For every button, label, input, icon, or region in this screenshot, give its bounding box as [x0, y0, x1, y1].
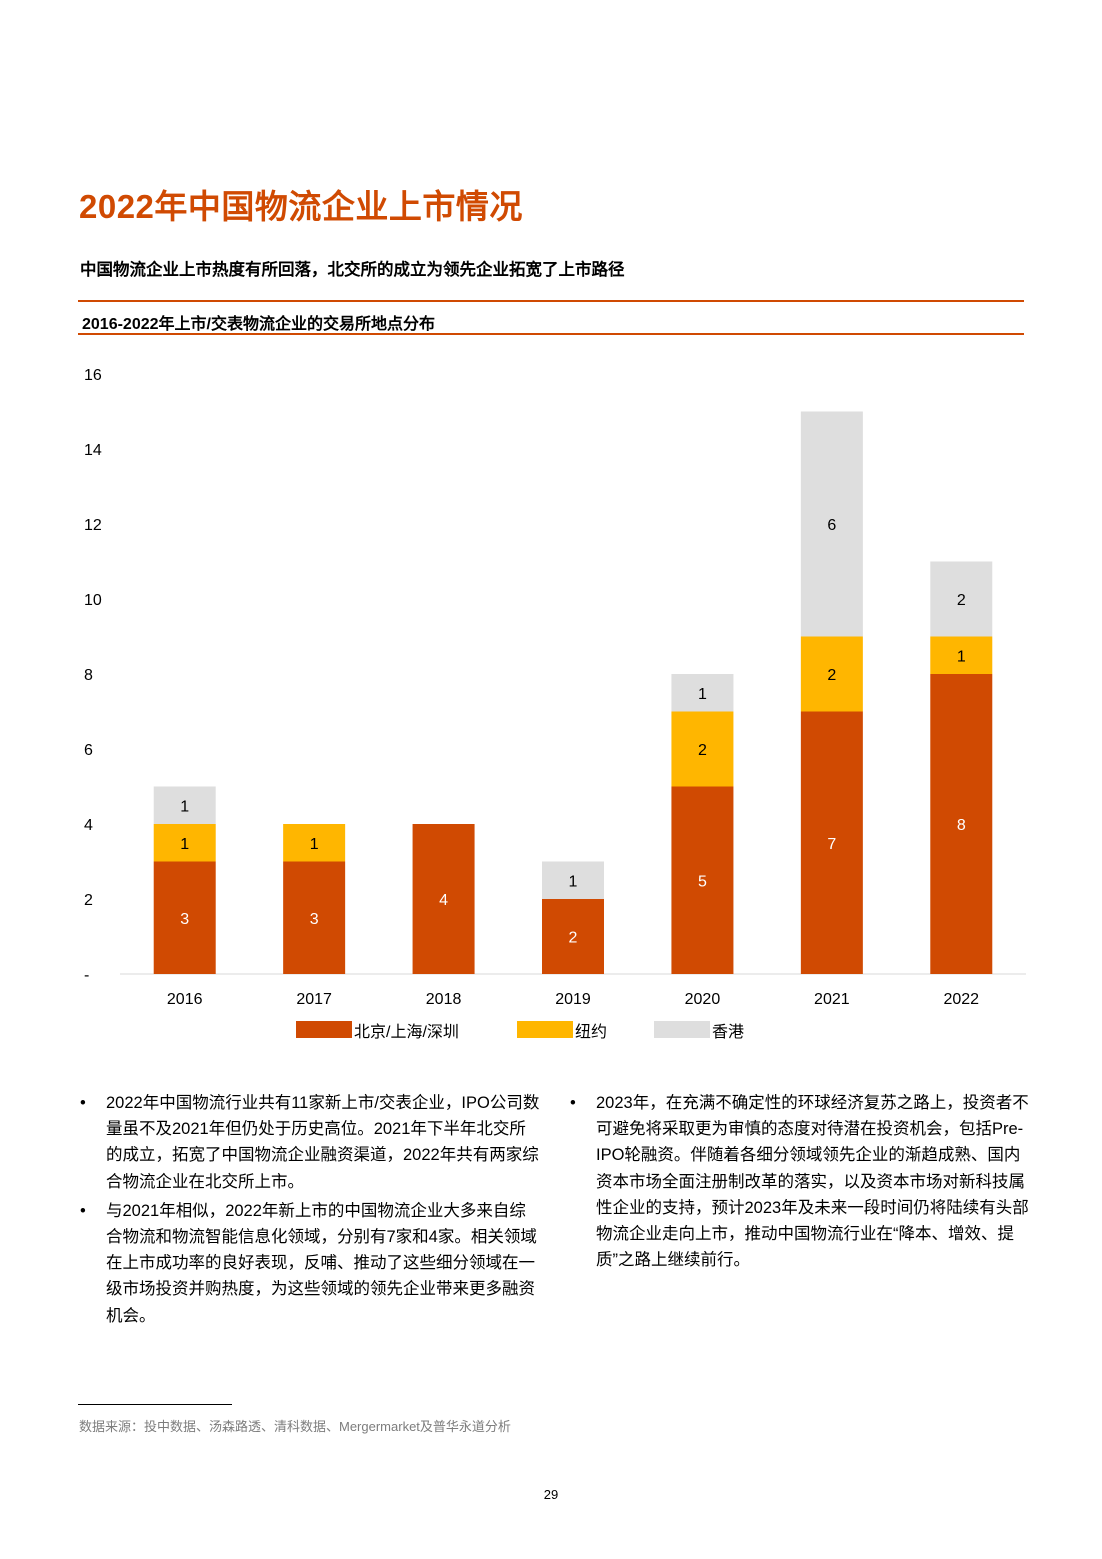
data-label: 1 [957, 648, 966, 665]
bar-segment [542, 861, 604, 899]
bar-segment [153, 786, 216, 824]
legend-label: 纽约 [575, 1023, 607, 1041]
bullet-dot-icon: • [570, 1094, 576, 1112]
y-tick-label: 10 [84, 592, 102, 609]
bullet-text: 2022年中国物流行业共有11家新上市/交表企业，IPO公司数量虽不及2021年… [106, 1094, 540, 1191]
legend-label: 北京/上海/深圳 [354, 1023, 459, 1041]
bullet-item: • 与2021年相似，2022年新上市的中国物流企业大多来自综合物流和物流智能信息… [80, 1198, 542, 1329]
data-label: 2 [827, 667, 836, 684]
y-tick-label: 16 [84, 367, 102, 384]
bar-segment [412, 824, 475, 974]
page-subtitle: 中国物流企业上市热度有所回落，北交所的成立为领先企业拓宽了上市路径 [80, 261, 625, 279]
data-label: 3 [180, 911, 189, 928]
x-tick-label: 2017 [296, 991, 332, 1008]
data-label: 3 [310, 911, 319, 928]
bullet-dot-icon: • [80, 1094, 86, 1112]
legend-swatch [654, 1021, 710, 1038]
bar-segment [671, 786, 734, 974]
y-tick-label: 2 [84, 892, 93, 909]
x-tick-label: 2022 [943, 991, 979, 1008]
footnote-source: 数据来源：投中数据、汤森路透、清科数据、Mergermarket及普华永道分析 [79, 1419, 511, 1434]
right-bullet-list: • 2023年，在充满不确定性的环球经济复苏之路上，投资者不可避免将采取更为审慎的… [570, 1090, 1032, 1273]
data-label: 1 [180, 798, 189, 815]
data-label: 2 [698, 742, 707, 759]
y-tick-label: - [84, 967, 89, 984]
left-text-column: • 2022年中国物流行业共有11家新上市/交表企业，IPO公司数量虽不及2021… [80, 1090, 542, 1332]
footnote-rule [78, 1404, 232, 1405]
bullet-item: • 2022年中国物流行业共有11家新上市/交表企业，IPO公司数量虽不及2021… [80, 1090, 542, 1195]
legend-swatch [517, 1021, 573, 1038]
bar-segment [671, 674, 734, 712]
y-tick-label: 4 [84, 817, 93, 834]
data-label: 1 [569, 873, 578, 890]
data-label: 7 [827, 836, 836, 853]
data-label: 8 [957, 817, 966, 834]
y-tick-label: 8 [84, 667, 93, 684]
legend-swatch [296, 1021, 352, 1038]
x-tick-label: 2020 [685, 991, 721, 1008]
data-label: 1 [310, 836, 319, 853]
right-text-column: • 2023年，在充满不确定性的环球经济复苏之路上，投资者不可避免将采取更为审慎的… [570, 1090, 1032, 1276]
legend-label: 香港 [712, 1023, 744, 1041]
data-label: 4 [439, 892, 448, 909]
y-tick-label: 14 [84, 442, 102, 459]
bar-segment [930, 561, 993, 637]
bar-segment [800, 411, 863, 637]
data-label: 1 [698, 686, 707, 703]
x-tick-label: 2021 [814, 991, 850, 1008]
data-label: 5 [698, 873, 707, 890]
bar-segment [153, 861, 216, 974]
left-bullet-list: • 2022年中国物流行业共有11家新上市/交表企业，IPO公司数量虽不及2021… [80, 1090, 542, 1329]
bar-segment [542, 899, 604, 974]
bar-segment [283, 824, 346, 862]
page-title: 2022年中国物流企业上市情况 [79, 188, 523, 225]
page-number: 29 [543, 1487, 559, 1502]
x-tick-label: 2019 [555, 991, 591, 1008]
chart-title: 2016-2022年上市/交表物流企业的交易所地点分布 [82, 316, 435, 333]
data-label: 2 [957, 592, 966, 609]
data-label: 6 [827, 517, 836, 534]
heading-bottom-rule [78, 333, 1024, 335]
stacked-bar-chart: -246810121416311201631201742018212019521… [84, 367, 1026, 1041]
bar-segment [283, 861, 346, 974]
bar-segment [153, 824, 216, 862]
bar-segment [800, 711, 863, 974]
bar-segment [671, 711, 734, 787]
y-tick-label: 12 [84, 517, 102, 534]
y-tick-label: 6 [84, 742, 93, 759]
x-tick-label: 2016 [167, 991, 203, 1008]
bar-segment [800, 636, 863, 712]
bullet-text: 2023年，在充满不确定性的环球经济复苏之路上，投资者不可避免将采取更为审慎的态… [596, 1094, 1029, 1270]
heading-top-rule [78, 300, 1024, 302]
x-tick-label: 2018 [426, 991, 462, 1008]
bar-segment [930, 674, 993, 974]
bullet-dot-icon: • [80, 1201, 86, 1220]
bullet-item: • 2023年，在充满不确定性的环球经济复苏之路上，投资者不可避免将采取更为审慎的… [570, 1090, 1032, 1273]
data-label: 2 [569, 930, 578, 947]
bullet-text: 与2021年相似，2022年新上市的中国物流企业大多来自综合物流和物流智能信息化… [106, 1201, 537, 1325]
bar-segment [930, 636, 993, 674]
data-label: 1 [180, 836, 189, 853]
